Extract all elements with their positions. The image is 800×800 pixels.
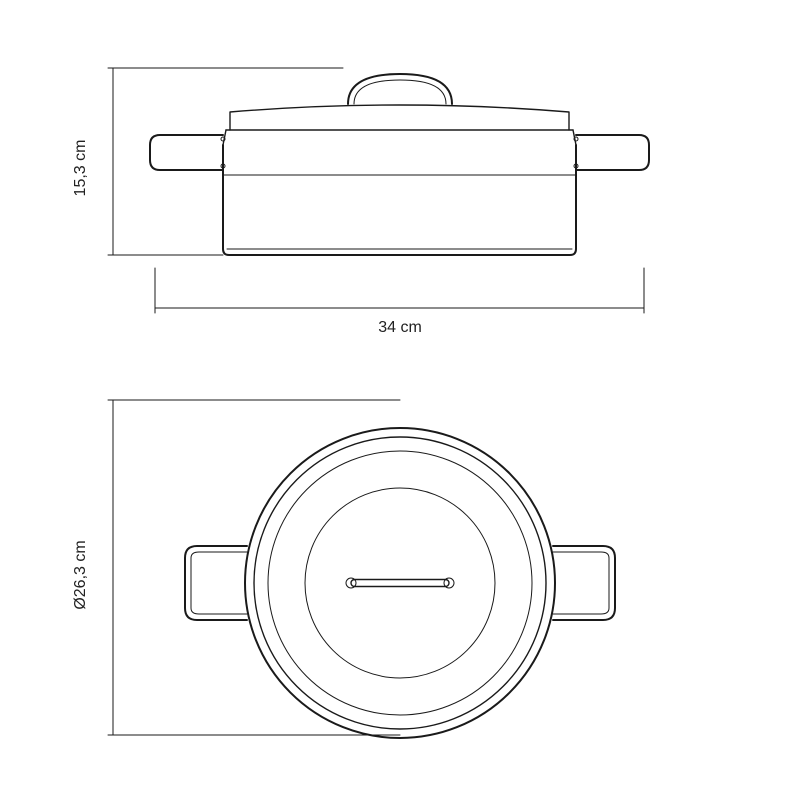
top-view: Ø26,3 cm (72, 400, 615, 738)
technical-drawing: 15,3 cm 34 cm Ø26,3 cm (0, 0, 800, 800)
side-handle-top (185, 546, 247, 620)
dim-width-label: 34 cm (378, 319, 422, 336)
side-view: 15,3 cm 34 cm (72, 68, 649, 336)
dim-diameter-label: Ø26,3 cm (72, 540, 89, 609)
lid-dome (230, 105, 569, 130)
lid-handle-top (351, 580, 449, 587)
side-handle (576, 135, 649, 170)
dim-height-label: 15,3 cm (72, 140, 89, 197)
side-handle (150, 135, 223, 170)
lid-handle (348, 74, 452, 104)
side-handle-top (553, 546, 615, 620)
pot-body (223, 145, 576, 255)
